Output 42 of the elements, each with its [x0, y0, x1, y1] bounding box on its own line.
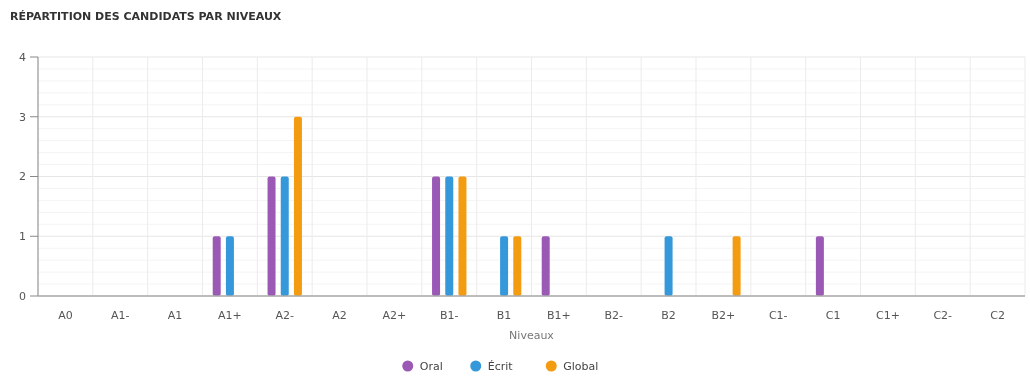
bar [432, 176, 441, 296]
x-tick-label: C2 [990, 309, 1005, 322]
x-tick-label: C1 [825, 309, 841, 322]
bar [280, 176, 289, 296]
x-tick-label: B2 [661, 309, 676, 322]
y-tick-label: 4 [19, 50, 26, 64]
x-tick-label: A0 [58, 309, 73, 322]
bar [815, 236, 824, 296]
bar [225, 236, 234, 296]
bar [732, 236, 741, 296]
chart-title: RÉPARTITION DES CANDIDATS PAR NIVEAUX [10, 10, 282, 23]
x-tick-label: C1+ [875, 309, 900, 322]
x-tick-label: B1 [496, 309, 512, 322]
x-tick-label: C1- [768, 309, 788, 322]
y-tick-label: 1 [19, 230, 26, 244]
x-tick-label: A1- [111, 309, 130, 322]
legend-label: Écrit [487, 359, 514, 373]
legend-label: Oral [419, 359, 443, 373]
x-tick-label: A2- [275, 309, 295, 322]
x-tick-label: A2 [332, 309, 347, 322]
x-axis-title: Niveaux [509, 329, 555, 342]
x-tick-label: A1 [167, 309, 183, 322]
bar [500, 236, 509, 296]
y-tick-label: 3 [19, 110, 26, 124]
x-tick-label: B2- [604, 309, 624, 322]
x-tick-label: B1- [439, 309, 459, 322]
bar [664, 236, 673, 296]
bar [513, 236, 522, 296]
x-tick-label: C2- [933, 309, 953, 322]
y-tick-label: 2 [19, 170, 26, 184]
bar [293, 116, 302, 296]
bar [267, 176, 276, 296]
bar [458, 176, 467, 296]
x-tick-label: A2+ [382, 309, 407, 322]
bar [445, 176, 454, 296]
bar [541, 236, 550, 296]
legend-label: Global [563, 359, 599, 373]
x-tick-label: A1+ [218, 309, 242, 322]
x-tick-label: B1+ [547, 309, 571, 322]
x-tick-label: B2+ [711, 309, 736, 322]
y-tick-label: 0 [19, 289, 26, 303]
bar [212, 236, 221, 296]
